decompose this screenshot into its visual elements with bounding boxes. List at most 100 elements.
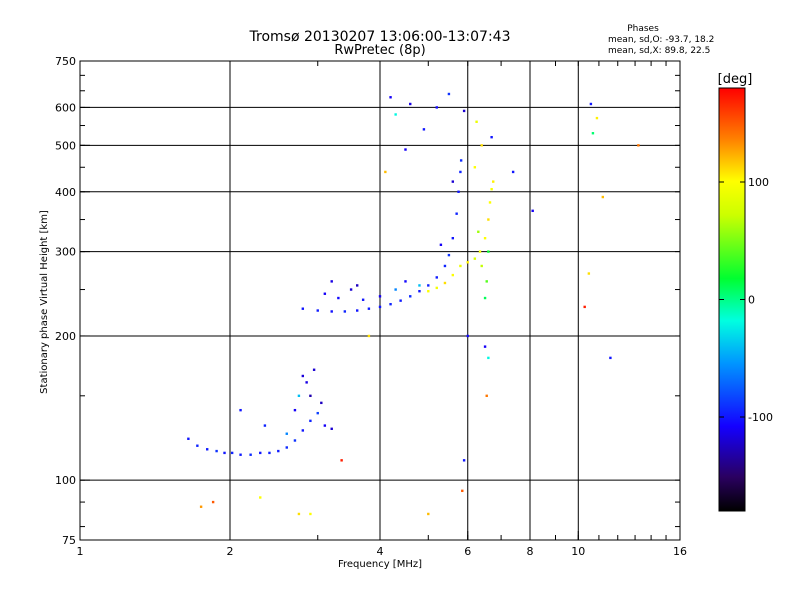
data-point [316, 411, 319, 415]
data-point [418, 284, 421, 287]
data-point [455, 212, 458, 215]
data-point [443, 264, 447, 268]
data-point [349, 288, 353, 291]
data-point [239, 453, 242, 456]
data-points [187, 92, 640, 516]
data-point [404, 148, 407, 151]
data-point [490, 187, 493, 191]
data-point [439, 243, 443, 246]
data-point [285, 432, 288, 435]
data-point [196, 444, 199, 447]
y-tick-label: 200 [55, 330, 76, 343]
data-point [480, 144, 483, 147]
y-tick-label: 600 [55, 101, 76, 114]
data-point [268, 451, 271, 455]
data-point [480, 264, 483, 268]
data-point [330, 310, 333, 313]
data-point [487, 218, 490, 221]
data-point [259, 496, 262, 499]
data-point [215, 449, 218, 453]
data-point [459, 170, 462, 174]
data-point [285, 446, 288, 449]
data-point [320, 401, 323, 405]
data-point [475, 120, 478, 123]
data-point [591, 132, 595, 135]
grid-lines [80, 61, 680, 540]
data-point [457, 190, 460, 193]
data-point [451, 180, 455, 183]
data-point [483, 345, 487, 348]
data-point [487, 250, 490, 253]
x-axis-label: Frequency [MHz] [338, 559, 422, 570]
data-point [361, 298, 365, 301]
data-point [427, 512, 430, 516]
data-point [330, 280, 333, 283]
data-point [404, 280, 407, 283]
data-point [389, 96, 392, 99]
data-point [461, 489, 464, 493]
data-point [485, 394, 488, 398]
data-point [583, 305, 586, 309]
data-point [409, 295, 412, 298]
data-point [435, 286, 438, 290]
data-point [239, 408, 242, 412]
data-point [223, 451, 226, 455]
data-point [466, 334, 469, 338]
data-point [422, 128, 426, 131]
data-point [462, 459, 466, 462]
plot-area: 1 2 4 6 8 10 16 75 100 200 300 400 500 600 750 [55, 55, 687, 558]
data-point [355, 284, 359, 287]
data-point [378, 305, 382, 309]
data-point [487, 356, 490, 360]
data-point [323, 424, 327, 427]
data-point [389, 302, 392, 306]
data-point [589, 102, 593, 106]
data-point [230, 451, 234, 455]
data-point [305, 381, 308, 384]
data-point [205, 448, 209, 451]
data-point [394, 288, 397, 291]
x-tick-label: 4 [377, 545, 384, 558]
y-tick-label: 500 [55, 139, 76, 152]
y-tick-label: 750 [55, 55, 76, 68]
data-point [435, 276, 438, 279]
data-point [492, 180, 495, 183]
data-point [297, 512, 301, 516]
colorbar: [deg] 100 0 -100 [718, 72, 773, 512]
data-point [394, 113, 397, 116]
phases-title: Phases [627, 24, 659, 34]
data-point [309, 512, 312, 516]
data-point [343, 310, 347, 313]
data-point [531, 209, 534, 213]
data-point [609, 356, 612, 360]
y-axis-label: Stationary phase Virtual Height [km] [39, 210, 50, 394]
data-point [316, 309, 319, 312]
data-point [451, 273, 455, 277]
data-point [490, 135, 493, 139]
chart-title: Tromsø 20130207 13:06:00-13:07:43 [249, 29, 511, 45]
colorbar-tick-label: -100 [748, 411, 773, 424]
data-point [323, 292, 327, 295]
y-tick-label: 400 [55, 186, 76, 199]
colorbar-ticks: 100 0 -100 [719, 176, 773, 424]
y-tick-label: 75 [62, 534, 76, 547]
data-point [293, 439, 297, 442]
data-point [587, 272, 591, 275]
data-point [301, 307, 305, 310]
data-point [595, 116, 599, 120]
data-point [301, 429, 305, 432]
data-point [263, 424, 267, 427]
data-point [330, 427, 333, 431]
data-point [462, 109, 466, 113]
data-point [367, 307, 371, 310]
data-point [427, 290, 430, 293]
data-point [447, 92, 451, 96]
data-point [485, 280, 488, 283]
data-point [483, 236, 487, 240]
data-point [277, 449, 280, 453]
data-point [211, 500, 215, 504]
chart-subtitle: RwPretec (8p) [334, 43, 425, 58]
colorbar-label: [deg] [718, 72, 753, 87]
x-tick-label: 8 [527, 545, 534, 558]
